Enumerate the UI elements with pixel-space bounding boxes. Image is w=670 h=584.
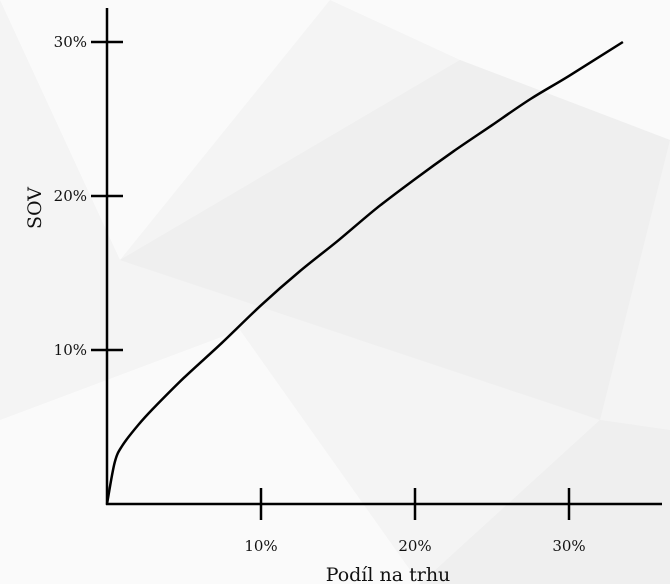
- series-group: [105, 40, 624, 505]
- series-line: [105, 40, 624, 505]
- y-tick-label: 20%: [54, 187, 87, 205]
- y-axis-title: SOV: [24, 187, 46, 229]
- y-tick-label: 10%: [54, 341, 87, 359]
- background-shape: [0, 0, 330, 260]
- background-shape: [420, 420, 670, 584]
- x-tick-label: 10%: [244, 537, 277, 555]
- y-tick-label: 30%: [54, 33, 87, 51]
- background-shape: [0, 330, 420, 584]
- x-tick-label: 20%: [398, 537, 431, 555]
- ticks: 10% 20% 30% 10% 20% 30%: [54, 33, 586, 555]
- background-shape: [330, 0, 670, 140]
- x-axis-title: Podíl na trhu: [326, 564, 451, 584]
- background-shape: [120, 60, 670, 420]
- x-tick-label: 30%: [552, 537, 585, 555]
